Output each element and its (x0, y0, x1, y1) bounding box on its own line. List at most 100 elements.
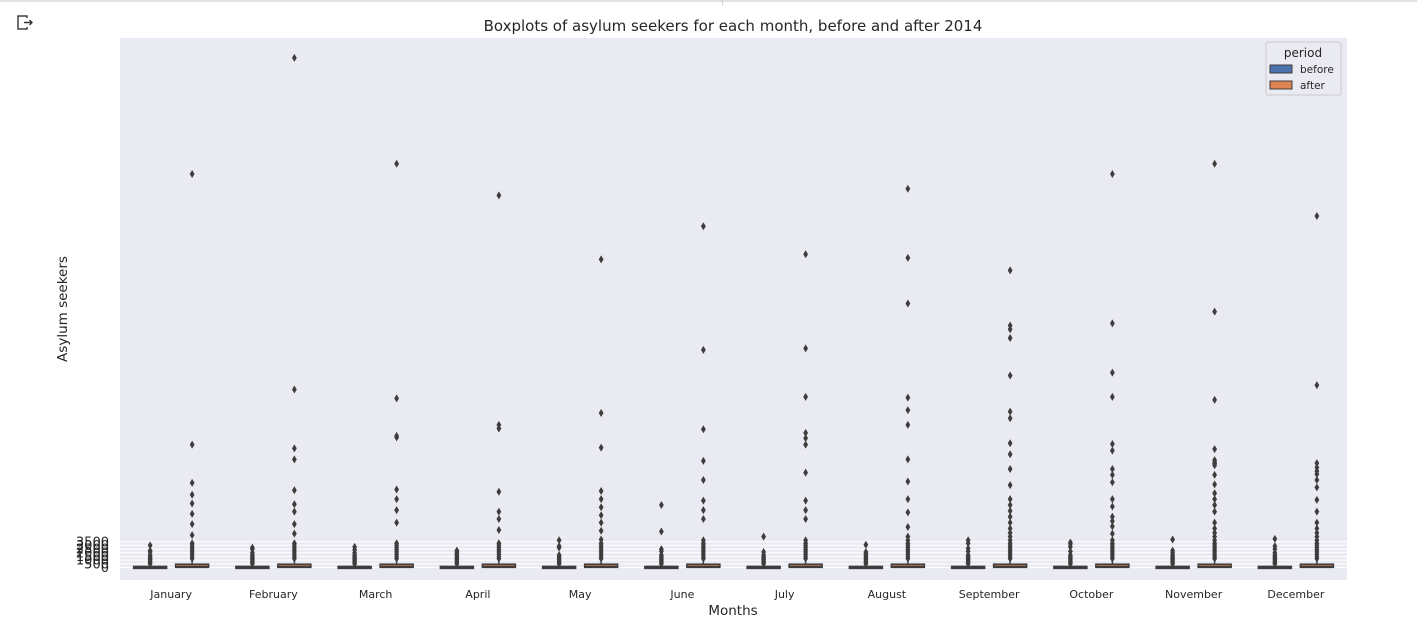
outlier-point (189, 170, 195, 179)
outlier-point (291, 539, 297, 548)
outlier-point (700, 514, 706, 523)
outlier-point (1067, 538, 1073, 547)
grid-lines (120, 541, 1347, 568)
outlier-point (803, 536, 809, 545)
outlier-point (1109, 529, 1115, 538)
outlier-point (1109, 392, 1115, 401)
outlier-point (1314, 463, 1320, 472)
outlier-point (394, 394, 400, 403)
outlier-point (905, 406, 911, 415)
outlier-point (1007, 321, 1013, 330)
outlier-point (1314, 483, 1320, 492)
outlier-point (803, 434, 809, 443)
box-before-october (1053, 538, 1088, 570)
outlier-point (291, 529, 297, 538)
box-after-july (788, 250, 823, 569)
outlier-point (1212, 518, 1218, 527)
outlier-point (189, 531, 195, 540)
outlier-point (189, 539, 195, 548)
outlier-point (1007, 414, 1013, 423)
outlier-point (556, 536, 562, 545)
outlier-point (1109, 319, 1115, 328)
output-toggle-icon[interactable] (14, 12, 36, 34)
outlier-point (394, 431, 400, 440)
outlier-point (1007, 528, 1013, 537)
outlier-point (598, 443, 604, 452)
outlier-point (598, 511, 604, 520)
outlier-point (1007, 524, 1013, 533)
outlier-point (700, 496, 706, 505)
box-after-april (481, 191, 517, 569)
outlier-point (556, 542, 562, 551)
outlier-point (1109, 439, 1115, 448)
x-tick-label: November (1165, 588, 1223, 601)
x-tick-label: April (465, 588, 490, 601)
x-tick-labels: January February March April May June July Augu… (149, 588, 1325, 601)
box-before-april (439, 546, 475, 570)
outlier-point (291, 520, 297, 529)
outlier-point (189, 440, 195, 449)
outlier-point (394, 495, 400, 504)
box-before-march (337, 542, 372, 570)
outlier-point (905, 393, 911, 402)
x-tick-label: December (1267, 588, 1325, 601)
outlier-point (598, 503, 604, 512)
outlier-point (1109, 502, 1115, 511)
box-after-june (686, 222, 721, 569)
outlier-point (1314, 524, 1320, 533)
outlier-point (761, 548, 767, 557)
outlier-point (1314, 528, 1320, 537)
outlier-point (291, 455, 297, 464)
y-tick-label: 0 (101, 561, 109, 576)
box-after-february (277, 53, 312, 569)
outlier-point (905, 253, 911, 262)
y-tick-label: 2000 (76, 546, 109, 561)
y-tick-label: 2500 (76, 543, 109, 558)
y-tick-label: 3000 (76, 539, 109, 554)
outlier-point (1212, 495, 1218, 504)
outlier-point (1212, 456, 1218, 465)
outlier-point (700, 506, 706, 515)
outlier-point (905, 420, 911, 429)
outlier-point (905, 455, 911, 464)
outlier-point (1212, 500, 1218, 509)
box-after-august (890, 184, 926, 569)
outlier-point (803, 468, 809, 477)
outlier-point (1314, 495, 1320, 504)
outlier-point (147, 541, 153, 550)
outlier-point (1109, 478, 1115, 487)
legend-swatch-after (1269, 80, 1293, 90)
outlier-point (454, 546, 460, 555)
y-axis-label: Asylum seekers (55, 256, 71, 362)
outlier-point (1212, 445, 1218, 454)
box-before-september (950, 536, 986, 570)
box-before-january (132, 541, 168, 570)
outlier-point (803, 496, 809, 505)
outlier-point (1212, 489, 1218, 498)
box-after-september (992, 266, 1028, 569)
outlier-point (700, 475, 706, 484)
outlier-point (496, 507, 502, 516)
outlier-point (1314, 381, 1320, 390)
outlier-point (249, 543, 255, 552)
outlier-point (905, 477, 911, 486)
cell-top-tick (722, 0, 723, 5)
outlier-point (1109, 536, 1115, 545)
outlier-point (598, 495, 604, 504)
outlier-point (1109, 522, 1115, 531)
box-after-december (1299, 211, 1335, 569)
outlier-point (863, 540, 869, 549)
outlier-point (1212, 159, 1218, 168)
outlier-point (189, 509, 195, 518)
x-axis-label: Months (708, 603, 757, 619)
outlier-point (1007, 439, 1013, 448)
outlier-point (1109, 512, 1115, 521)
outlier-point (1109, 495, 1115, 504)
outlier-point (1109, 368, 1115, 377)
outlier-point (291, 486, 297, 495)
legend-label-after: after (1300, 80, 1326, 92)
outlier-point (1007, 371, 1013, 380)
outlier-point (189, 490, 195, 499)
outlier-point (1007, 464, 1013, 473)
outlier-point (1007, 500, 1013, 509)
